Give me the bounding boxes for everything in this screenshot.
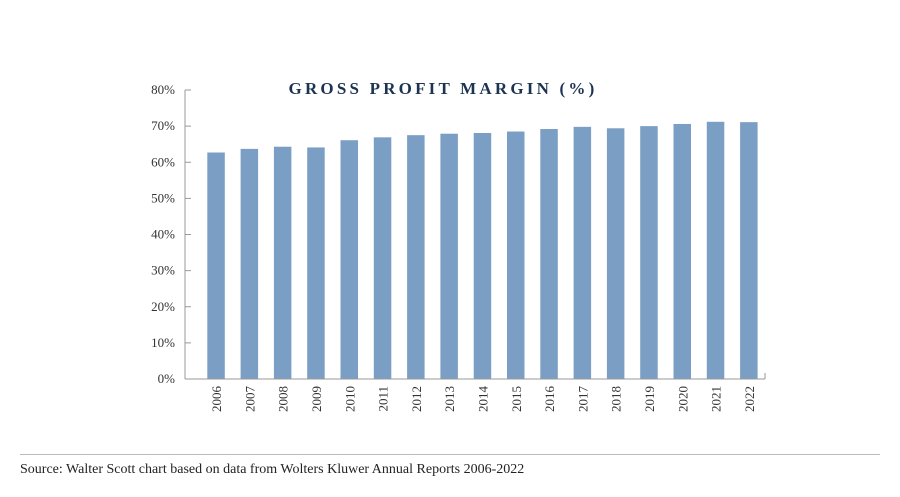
x-tick-label: 2018 bbox=[609, 386, 624, 412]
bar-2008 bbox=[273, 146, 292, 379]
x-tick-label: 2009 bbox=[309, 386, 324, 412]
x-tick-label: 2010 bbox=[342, 386, 357, 412]
x-tick-label: 2006 bbox=[209, 386, 224, 413]
x-tick-label: 2022 bbox=[742, 386, 757, 412]
y-tick-label: 20% bbox=[151, 299, 175, 314]
bar-2015 bbox=[507, 131, 525, 379]
x-axis: 2006 2007 2008 2009 2010 2011 2012 2013 2014 2015… bbox=[185, 373, 766, 413]
y-tick-label: 0% bbox=[158, 371, 176, 386]
bar-2007 bbox=[240, 148, 259, 379]
bar-2012 bbox=[407, 135, 425, 379]
source-note: Source: Walter Scott chart based on data… bbox=[20, 462, 525, 477]
bar-2021 bbox=[706, 121, 725, 379]
bar-2011 bbox=[373, 137, 392, 379]
x-tick-label: 2019 bbox=[642, 386, 657, 412]
x-tick-label: 2007 bbox=[242, 386, 257, 413]
divider bbox=[20, 454, 880, 455]
x-tick-label: 2012 bbox=[409, 386, 424, 412]
x-tick-label: 2008 bbox=[276, 386, 291, 412]
bar-2013 bbox=[440, 133, 458, 379]
y-tick-label: 40% bbox=[151, 227, 175, 242]
x-tick-label: 2014 bbox=[475, 386, 490, 413]
bar-2006 bbox=[207, 152, 225, 379]
x-tick-label: 2016 bbox=[542, 386, 557, 413]
x-tick-label: 2021 bbox=[709, 386, 724, 412]
x-tick-label: 2011 bbox=[376, 386, 391, 412]
bars bbox=[207, 121, 758, 380]
bar-2017 bbox=[573, 126, 592, 379]
y-tick-label: 50% bbox=[151, 190, 175, 205]
y-tick-label: 30% bbox=[151, 263, 175, 278]
y-axis: 0% 10% 20% 30% 40% 50% 60% 70% 80% bbox=[151, 82, 191, 386]
bar-2020 bbox=[673, 123, 691, 380]
chart-title: GROSS PROFIT MARGIN (%) bbox=[289, 79, 598, 98]
y-tick-label: 10% bbox=[151, 335, 175, 350]
y-tick-label: 60% bbox=[151, 154, 175, 169]
y-tick-label: 80% bbox=[151, 82, 175, 97]
x-tick-label: 2015 bbox=[509, 386, 524, 412]
bar-2022 bbox=[740, 122, 758, 380]
bar-2019 bbox=[640, 126, 658, 379]
x-tick-label: 2017 bbox=[575, 386, 590, 413]
bar-2018 bbox=[606, 128, 625, 379]
bar-2016 bbox=[540, 129, 558, 379]
bar-2010 bbox=[340, 140, 358, 379]
x-tick-label: 2013 bbox=[442, 386, 457, 412]
bar-2014 bbox=[473, 132, 492, 379]
x-tick-label: 2020 bbox=[675, 386, 690, 412]
y-tick-label: 70% bbox=[151, 118, 175, 133]
bar-2009 bbox=[307, 147, 325, 379]
